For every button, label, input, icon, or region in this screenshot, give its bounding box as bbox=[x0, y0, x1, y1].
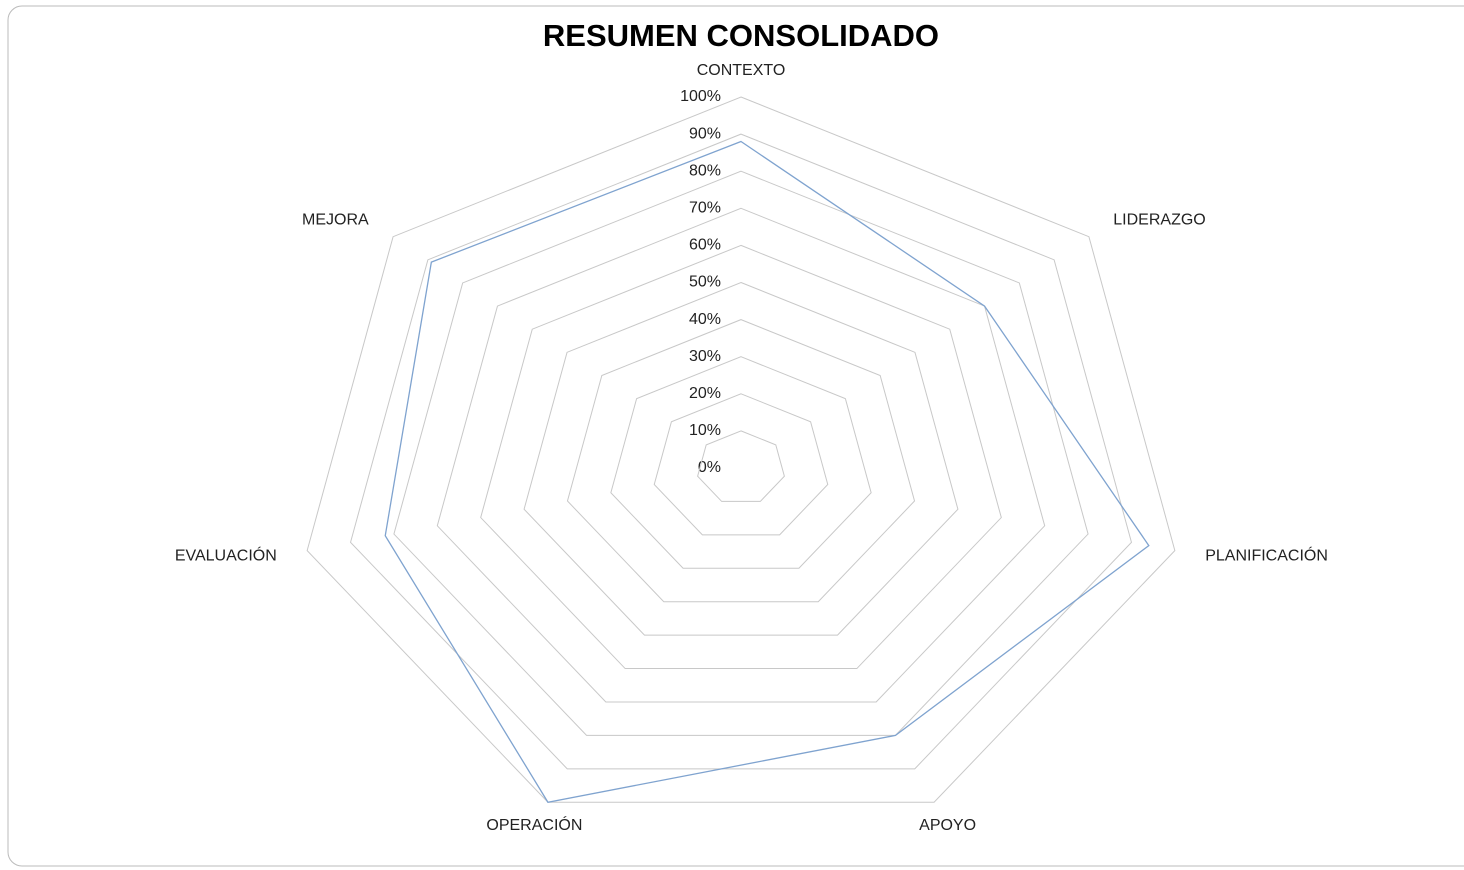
r-tick-label: 100% bbox=[680, 88, 721, 105]
category-label: LIDERAZGO bbox=[1113, 212, 1205, 229]
r-tick-label: 20% bbox=[689, 385, 721, 402]
grid-ring bbox=[697, 430, 785, 502]
category-label: OPERACIÓN bbox=[486, 815, 582, 834]
r-tick-label: 0% bbox=[698, 459, 721, 476]
r-tick-label: 60% bbox=[689, 237, 721, 254]
grid-ring bbox=[349, 133, 1133, 770]
category-label: PLANIFICACIÓN bbox=[1205, 546, 1328, 565]
grid-ring bbox=[306, 96, 1176, 803]
category-label: APOYO bbox=[919, 817, 976, 834]
grid-ring bbox=[653, 393, 829, 536]
grid-ring bbox=[523, 281, 959, 636]
category-label: CONTEXTO bbox=[697, 62, 786, 79]
r-tick-label: 30% bbox=[689, 348, 721, 365]
r-tick-label: 90% bbox=[689, 125, 721, 142]
r-tick-label: 80% bbox=[689, 162, 721, 179]
grid-ring bbox=[480, 244, 1002, 670]
category-label: MEJORA bbox=[302, 212, 369, 229]
chart-title: RESUMEN CONSOLIDADO bbox=[543, 18, 939, 53]
r-tick-label: 10% bbox=[689, 422, 721, 439]
category-label: EVALUACIÓN bbox=[175, 546, 277, 565]
grid-ring bbox=[610, 356, 872, 569]
series-line bbox=[384, 140, 1150, 803]
r-tick-label: 40% bbox=[689, 311, 721, 328]
chart-frame bbox=[7, 5, 1464, 867]
grid-ring bbox=[436, 207, 1046, 703]
grid-ring bbox=[393, 170, 1089, 736]
r-tick-label: 70% bbox=[689, 200, 721, 217]
r-tick-label: 50% bbox=[689, 274, 721, 291]
grid-ring bbox=[566, 319, 916, 603]
